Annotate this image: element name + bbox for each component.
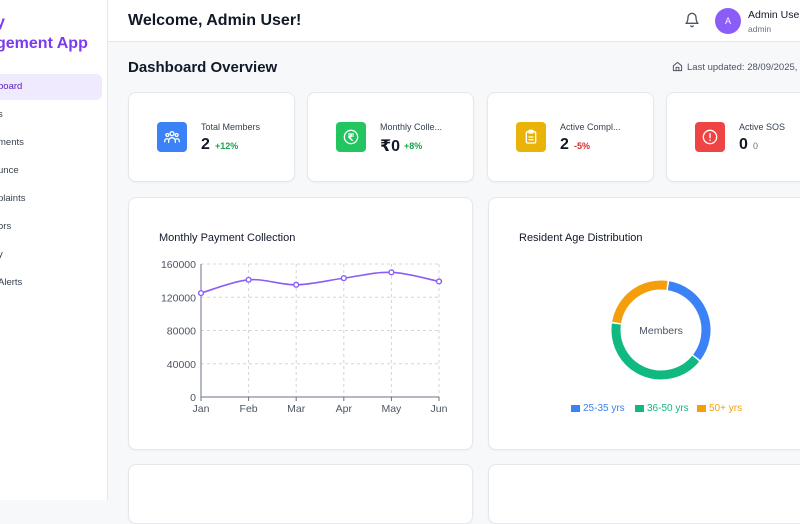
home-icon <box>672 61 683 72</box>
data-point[interactable] <box>245 276 252 283</box>
donut-center-label: Members <box>639 325 683 337</box>
sidebar-item-label: ments <box>0 137 24 148</box>
x-tick-label: Mar <box>287 403 306 415</box>
data-point[interactable] <box>388 269 395 276</box>
x-tick-label: Jun <box>431 403 448 415</box>
sidebar-item-dashboard[interactable]: board <box>0 74 102 100</box>
stat-change: -5% <box>574 141 591 151</box>
bell-icon[interactable] <box>684 12 700 28</box>
x-tick-label: Jan <box>193 403 210 415</box>
sidebar-item-label: s <box>0 102 3 128</box>
legend-swatch <box>635 405 644 412</box>
x-tick-label: May <box>381 403 402 415</box>
legend-swatch <box>697 405 706 412</box>
page-title: Dashboard Overview <box>128 59 278 76</box>
stat-card-monthly-collection[interactable]: Monthly Colle... ₹0 +8% <box>307 92 474 182</box>
sidebar-item-visitors[interactable]: ors <box>0 214 107 240</box>
y-tick-label: 0 <box>190 392 196 404</box>
data-point[interactable] <box>293 281 300 288</box>
y-tick-label: 80000 <box>167 326 196 338</box>
chart-card-age-distribution: Resident Age Distribution Members 25-35 … <box>488 197 800 450</box>
top-header: Welcome, Admin User! A Admin User admin <box>108 0 800 42</box>
stat-icon-box <box>695 122 725 152</box>
y-tick-label: 120000 <box>161 292 196 304</box>
stat-label: Active SOS <box>739 122 786 132</box>
sidebar: y gement App board s ments unce plaints … <box>0 0 108 500</box>
chart-title: Monthly Payment Collection <box>159 232 296 244</box>
last-updated-text: Last updated: 28/09/2025, <box>687 62 798 73</box>
legend-swatch <box>571 405 580 412</box>
sidebar-item-complaints[interactable]: plaints <box>0 186 107 212</box>
chart-card-monthly-payment: Monthly Payment Collection 0 40000 80000 12… <box>128 197 473 450</box>
data-point[interactable] <box>435 278 443 285</box>
sidebar-item-security[interactable]: y <box>0 242 107 268</box>
stat-label: Active Compl... <box>560 122 621 132</box>
stat-icon-box <box>157 122 187 152</box>
stat-card-active-complaints[interactable]: Active Compl... 2 -5% <box>487 92 654 182</box>
users-icon <box>164 131 180 143</box>
sidebar-item-label: y <box>0 242 3 268</box>
pie-slice[interactable] <box>611 323 700 380</box>
avatar[interactable]: A <box>715 8 741 34</box>
user-name: Admin User <box>748 9 800 21</box>
pie-slice[interactable] <box>667 281 711 361</box>
stat-card-active-sos[interactable]: Active SOS 0 0 <box>666 92 800 182</box>
y-tick-label: 160000 <box>161 259 196 271</box>
stat-label: Monthly Colle... <box>380 122 443 132</box>
stat-card-total-members[interactable]: Total Members 2 +12% <box>128 92 295 182</box>
brand-line-2: gement App <box>0 35 88 52</box>
stat-value: 0 <box>739 136 748 153</box>
legend-label: 36-50 yrs <box>647 403 689 414</box>
bottom-card-left <box>128 464 473 524</box>
legend-label: 50+ yrs <box>709 403 743 414</box>
sidebar-item-label: ors <box>0 221 12 232</box>
x-tick-label: Apr <box>336 403 353 415</box>
stat-value: 2 <box>201 136 210 153</box>
stat-value: 2 <box>560 136 569 153</box>
stat-change: 0 <box>753 141 759 151</box>
bottom-card-right <box>488 464 800 524</box>
brand-line-1: y <box>0 12 107 33</box>
sidebar-item-payments[interactable]: ments <box>0 130 107 156</box>
x-tick-label: Feb <box>240 403 258 415</box>
stat-icon-box <box>336 122 366 152</box>
alert-circle-icon <box>702 129 718 145</box>
rupee-icon <box>343 129 359 145</box>
sidebar-item-announcements[interactable]: unce <box>0 158 107 184</box>
sidebar-item-members[interactable]: s <box>0 102 107 128</box>
sidebar-item-label: unce <box>0 165 19 176</box>
data-point[interactable] <box>340 275 347 282</box>
stat-label: Total Members <box>201 122 261 132</box>
welcome-title: Welcome, Admin User! <box>128 12 302 29</box>
donut-chart: Members <box>611 280 711 380</box>
sidebar-nav: board s ments unce plaints ors y Alerts <box>0 74 107 298</box>
legend-label: 25-35 yrs <box>583 403 625 414</box>
y-tick-label: 40000 <box>167 359 196 371</box>
stat-change: +12% <box>215 141 239 151</box>
sidebar-item-sos-alerts[interactable]: Alerts <box>0 270 107 296</box>
line-chart: 0 40000 80000 120000 160000 Jan Feb Mar Apr May Ju… <box>161 259 448 415</box>
data-point[interactable] <box>197 289 205 297</box>
clipboard-icon <box>525 129 537 144</box>
sidebar-item-label: Alerts <box>0 277 23 288</box>
pie-slice[interactable] <box>612 280 668 324</box>
stat-value: ₹0 <box>380 138 401 155</box>
sidebar-item-label: board <box>0 81 23 92</box>
stat-icon-box <box>516 122 546 152</box>
sidebar-item-label: plaints <box>0 193 26 204</box>
user-role: admin <box>748 24 772 34</box>
series-line <box>200 271 440 294</box>
app-brand: y gement App <box>0 12 107 54</box>
stat-change: +8% <box>404 141 423 151</box>
chart-title: Resident Age Distribution <box>519 232 643 244</box>
